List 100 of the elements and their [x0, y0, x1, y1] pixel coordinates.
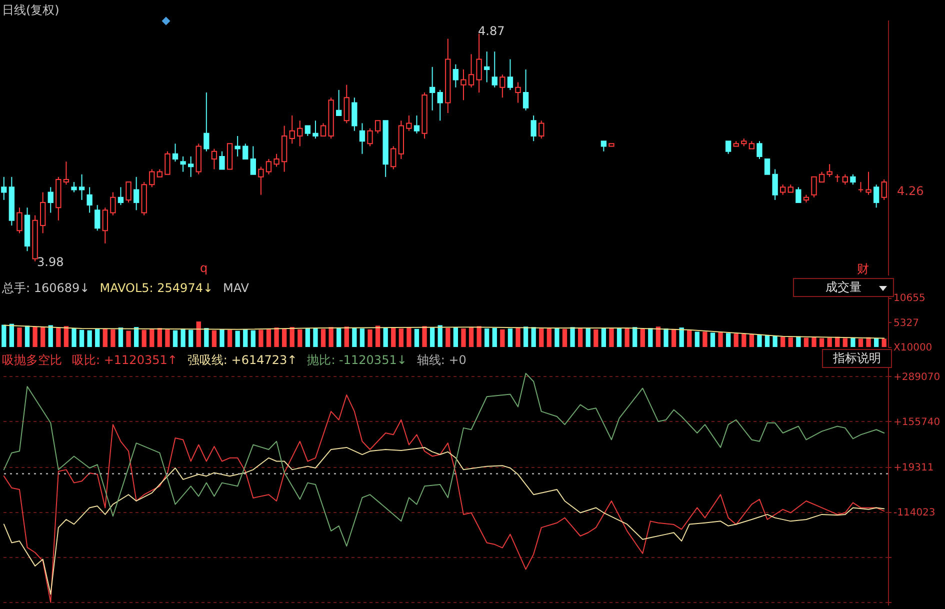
- bar: [56, 328, 61, 347]
- bar: [9, 324, 14, 347]
- candlestick: [63, 161, 70, 186]
- candlestick: [219, 150, 225, 170]
- bar: [438, 325, 442, 347]
- bar: [492, 328, 497, 347]
- bar: [757, 334, 762, 347]
- candlestick: [149, 168, 155, 188]
- candlestick: [826, 164, 832, 178]
- bar: [772, 336, 778, 347]
- bar: [484, 328, 490, 347]
- bar: [126, 330, 131, 347]
- bar: [453, 327, 458, 347]
- candlestick: [600, 140, 607, 152]
- text: 4.26: [897, 184, 924, 198]
- annotation: 吸比: +1120351↑: [72, 353, 178, 367]
- candlestick: [866, 171, 872, 196]
- candlestick: [538, 120, 544, 140]
- candlestick: [242, 143, 248, 160]
- bar: [165, 329, 170, 347]
- bar: [764, 335, 770, 347]
- candlestick: [110, 192, 116, 216]
- y-tick-label: -114023: [894, 508, 936, 519]
- candlestick: [320, 122, 326, 136]
- candlestick: [40, 192, 46, 234]
- candlestick: [780, 184, 786, 196]
- bar: [157, 328, 162, 347]
- candlestick: [250, 146, 256, 175]
- candlestick: [764, 158, 770, 175]
- candlestick: [94, 204, 100, 232]
- candlestick: [811, 176, 817, 198]
- bar: [516, 328, 520, 347]
- bar: [819, 338, 824, 347]
- bar: [796, 336, 801, 347]
- bar: [718, 332, 723, 347]
- bar: [220, 329, 224, 347]
- bar: [320, 328, 326, 347]
- bar: [780, 336, 786, 347]
- candlestick: [312, 120, 318, 140]
- bar: [72, 328, 76, 347]
- bar: [671, 328, 676, 347]
- candlestick: [204, 92, 210, 152]
- candlestick: [500, 74, 506, 98]
- candlestick: [188, 156, 194, 178]
- candlestick: [429, 66, 436, 111]
- bar: [531, 327, 536, 347]
- line-series: [3, 372, 885, 547]
- bar: [298, 329, 302, 347]
- bar: [546, 328, 552, 347]
- annotation: 4.87: [478, 24, 505, 38]
- bar: [804, 338, 809, 347]
- y-tick-label: 10655: [894, 293, 926, 304]
- candlestick: [858, 182, 864, 193]
- bar: [180, 328, 186, 347]
- candlestick: [881, 178, 887, 200]
- bar: [726, 333, 731, 347]
- candlestick: [530, 115, 536, 142]
- bar: [235, 330, 240, 347]
- candlestick: [336, 89, 342, 116]
- bar: [874, 338, 879, 347]
- candlestick: [756, 140, 762, 160]
- bar: [102, 328, 108, 347]
- annotation: 强吸线: +614723↑: [187, 353, 298, 367]
- bar: [687, 330, 692, 347]
- bar: [827, 338, 832, 347]
- bar: [508, 328, 513, 347]
- bar: [305, 328, 310, 347]
- bar: [850, 338, 856, 347]
- bar: [578, 328, 583, 347]
- bar: [328, 327, 334, 347]
- bar: [212, 330, 217, 347]
- bar: [788, 337, 793, 347]
- bar: [150, 328, 154, 347]
- candlestick: [304, 125, 311, 136]
- bar: [742, 334, 746, 347]
- candlestick: [818, 171, 825, 183]
- y-axis-title: 成交量: [826, 280, 862, 294]
- bar: [352, 328, 357, 347]
- candlestick: [390, 146, 396, 170]
- chart-title: 日线(复权): [2, 3, 60, 17]
- candlestick: [850, 174, 856, 186]
- bar: [87, 330, 92, 347]
- line-series: [3, 394, 885, 603]
- candlestick: [507, 58, 514, 90]
- bar: [17, 328, 22, 347]
- bar: [274, 328, 279, 347]
- bar: [882, 338, 886, 347]
- candlestick: [414, 115, 420, 134]
- bar: [632, 327, 638, 347]
- text: 总手: 160689↓: [2, 281, 90, 295]
- bar: [539, 328, 544, 347]
- bar: [344, 326, 349, 347]
- bar: [594, 329, 598, 347]
- bar: [118, 328, 124, 347]
- bar: [227, 330, 232, 347]
- bar: [266, 328, 272, 347]
- candlestick: [842, 174, 848, 186]
- bar: [40, 327, 46, 347]
- bar: [624, 328, 630, 347]
- candlestick: [126, 182, 132, 203]
